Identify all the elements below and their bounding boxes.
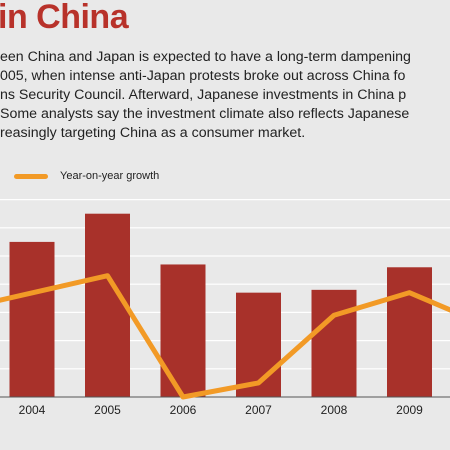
legend-label: Year-on-year growth [60,170,160,182]
bar [85,213,130,397]
intro-line: reasingly targeting China as a consumer … [0,125,306,141]
x-tick-label: 2004 [19,403,46,417]
x-tick-label: 2009 [396,403,423,417]
bar [160,264,206,397]
intro-line: een China and Japan is expected to have … [0,49,411,65]
bar [9,241,55,397]
x-tick-label: 2006 [170,403,197,417]
intro-line: Some analysts say the investment climate… [0,106,410,122]
growth-line [0,273,450,400]
page-title: in China [0,0,129,36]
intro-text: een China and Japan is expected to have … [0,48,450,143]
bar [387,267,432,397]
x-tick-label: 2007 [245,403,272,417]
x-tick-label: 2008 [321,403,348,417]
intro-line: 005, when intense anti-Japan protests br… [0,68,406,84]
legend-line-swatch [14,173,48,179]
x-tick-label: 2005 [94,403,121,417]
bar [311,289,357,397]
chart-legend: Year-on-year growth [14,170,159,182]
intro-line: ns Security Council. Afterward, Japanese… [0,87,407,103]
